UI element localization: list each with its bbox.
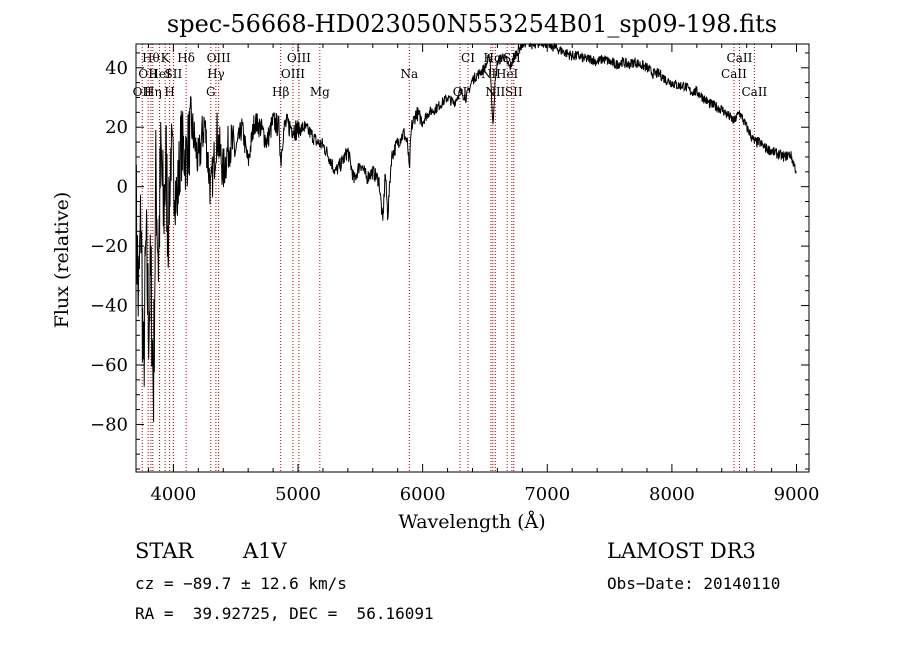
y-tick-label-5: 20 (105, 117, 128, 138)
obs-date: Obs−Date: 20140110 (607, 574, 781, 593)
y-tick-label-2: −40 (90, 296, 128, 317)
x-axis-label: Wavelength (Å) (398, 511, 545, 533)
line-label-22: HeI (496, 67, 519, 81)
line-label-18: CI (461, 51, 475, 65)
line-label-15: Mg (310, 85, 330, 99)
line-label-8: Hδ (177, 51, 195, 65)
coordinates: RA = 39.92725, DEC = 56.16091 (135, 604, 434, 623)
x-tick-label-3: 7000 (524, 484, 570, 505)
object-subclass: A1V (243, 539, 287, 563)
x-tick-label-1: 5000 (275, 484, 321, 505)
line-label-3: Hη (144, 85, 162, 99)
x-axis: 4000 5000 6000 7000 8000 9000 (147, 44, 820, 505)
object-class: STAR (135, 539, 194, 563)
line-label-14: OIII (287, 51, 311, 65)
line-label-5: K (161, 51, 171, 65)
chart-title: spec-56668-HD023050N553254B01_sp09-198.f… (167, 10, 777, 38)
y-axis: −80 −60 −40 −20 0 20 40 (90, 52, 809, 470)
line-label-21: NII (485, 85, 505, 99)
plot-frame (135, 43, 810, 473)
line-markers (141, 44, 755, 472)
line-label-9: G (206, 85, 216, 99)
line-label-24: SII (505, 85, 523, 99)
y-tick-label-1: −60 (90, 355, 128, 376)
line-label-17: OI (453, 85, 468, 99)
y-tick-label-6: 40 (105, 58, 128, 79)
y-tick-label-3: −20 (90, 236, 128, 257)
x-tick-label-5: 9000 (774, 484, 820, 505)
line-label-11: OIII (207, 51, 231, 65)
line-label-25: CaII (721, 67, 747, 81)
line-label-12: Hβ (272, 85, 289, 99)
line-label-1: OII (138, 67, 158, 81)
line-label-10: Hγ (207, 67, 225, 81)
line-label-4: HeI (148, 67, 171, 81)
redshift-cz: cz = −89.7 ± 12.6 km/s (135, 574, 347, 593)
line-label-13: OIII (281, 67, 305, 81)
line-label-6: H (164, 85, 174, 99)
spectrum-line (135, 42, 797, 422)
x-tick-label-0: 4000 (150, 484, 196, 505)
line-label-16: Na (400, 67, 418, 81)
y-tick-label-0: −80 (90, 414, 128, 435)
line-label-26: CaII (727, 51, 753, 65)
line-label-27: CaII (741, 85, 767, 99)
line-label-2: Hθ (142, 51, 160, 65)
line-label-0: OII (133, 85, 153, 99)
line-labels: OII OII Hθ Hη HeI K H SII Hδ G Hγ OIII Hβ OIII OIII Mg N… (133, 51, 768, 99)
line-label-7: SII (165, 67, 183, 81)
survey-name: LAMOST DR3 (607, 539, 756, 563)
y-tick-label-4: 0 (117, 177, 128, 198)
x-tick-label-2: 6000 (400, 484, 446, 505)
y-axis-label: Flux (relative) (51, 192, 73, 329)
x-tick-label-4: 8000 (649, 484, 695, 505)
